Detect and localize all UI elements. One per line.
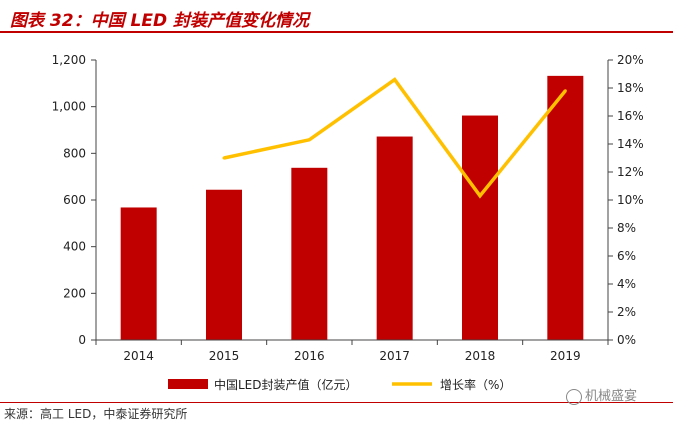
x-tick-label: 2018 bbox=[465, 349, 496, 363]
bar bbox=[462, 115, 498, 341]
legend-line-label: 增长率（%） bbox=[440, 377, 511, 392]
legend-bar-swatch bbox=[168, 379, 208, 389]
line-series bbox=[222, 77, 567, 199]
right-y-axis: 0% 2% 4% 6% 8% 10% 12% 14% 16% 18% 20% bbox=[607, 53, 644, 347]
bar-series bbox=[120, 75, 584, 341]
line-point bbox=[563, 89, 567, 93]
left-tick-label: 600 bbox=[63, 193, 86, 207]
x-tick-label: 2015 bbox=[209, 349, 240, 363]
wechat-icon bbox=[566, 388, 582, 405]
bar bbox=[291, 167, 328, 340]
right-tick-label: 8% bbox=[617, 221, 636, 235]
source-divider bbox=[0, 402, 673, 403]
title-divider bbox=[0, 31, 673, 33]
left-y-axis: 0 200 400 600 800 1,000 1,200 bbox=[52, 53, 97, 347]
line-point bbox=[307, 138, 311, 142]
left-tick-label: 400 bbox=[63, 240, 86, 254]
x-axis: 2014 2015 2016 2017 2018 2019 bbox=[95, 339, 609, 363]
chart: 0 200 400 600 800 1,000 1,200 0% 2% 4% 6% 8% 10% 12%… bbox=[52, 53, 644, 392]
left-tick-label: 1,000 bbox=[52, 100, 86, 114]
right-tick-label: 0% bbox=[617, 333, 636, 347]
bar bbox=[376, 136, 413, 340]
source-note: 来源：高工 LED，中泰证券研究所 bbox=[4, 407, 188, 421]
chart-title: 图表 32：中国 LED 封装产值变化情况 bbox=[10, 11, 309, 31]
right-tick-label: 20% bbox=[617, 53, 644, 67]
watermark-label: 机械盛宴 bbox=[585, 389, 638, 404]
line-point bbox=[393, 78, 397, 82]
left-tick-label: 1,200 bbox=[52, 53, 86, 67]
right-tick-label: 6% bbox=[617, 249, 636, 263]
right-tick-label: 16% bbox=[617, 109, 644, 123]
x-tick-label: 2017 bbox=[379, 349, 410, 363]
bar bbox=[547, 75, 584, 340]
left-tick-label: 0 bbox=[78, 333, 86, 347]
legend: 中国LED封装产值（亿元） 增长率（%） bbox=[168, 377, 511, 392]
x-tick-label: 2014 bbox=[123, 349, 154, 363]
x-tick-label: 2016 bbox=[294, 349, 325, 363]
legend-bar-label: 中国LED封装产值（亿元） bbox=[214, 377, 358, 392]
right-tick-label: 2% bbox=[617, 305, 636, 319]
bar bbox=[206, 189, 242, 340]
left-tick-label: 800 bbox=[63, 146, 86, 160]
right-tick-label: 18% bbox=[617, 81, 644, 95]
left-tick-label: 200 bbox=[63, 286, 86, 300]
right-tick-label: 14% bbox=[617, 137, 644, 151]
line-point bbox=[478, 194, 482, 198]
x-tick-label: 2019 bbox=[550, 349, 581, 363]
watermark: 机械盛宴 bbox=[566, 385, 637, 405]
right-tick-label: 12% bbox=[617, 165, 644, 179]
bar bbox=[120, 207, 157, 340]
right-tick-label: 10% bbox=[617, 193, 644, 207]
right-tick-label: 4% bbox=[617, 277, 636, 291]
line-point bbox=[222, 156, 226, 160]
